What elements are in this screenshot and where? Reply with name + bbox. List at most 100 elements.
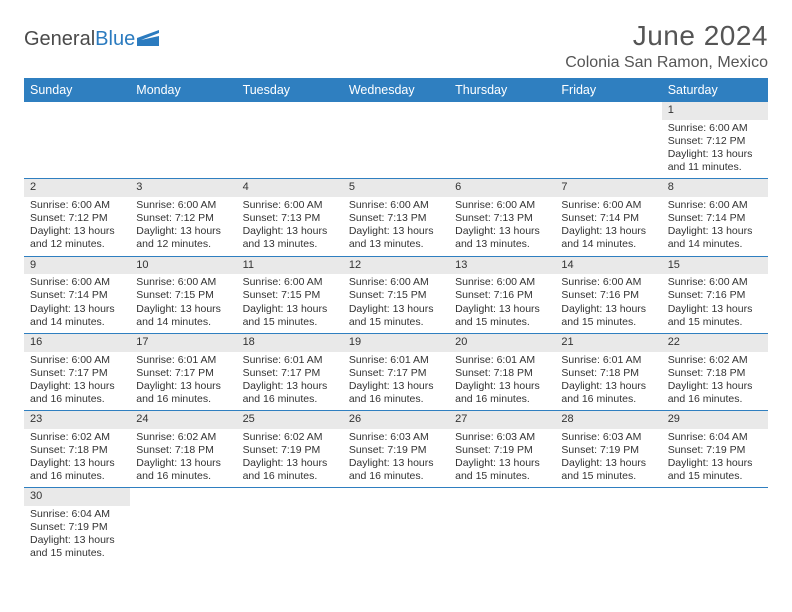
daylight-hours: 13 [393,225,405,237]
daylight-minutes: 16 [263,393,275,405]
day-body: Sunrise: 6:00 AMSunset: 7:13 PMDaylight:… [449,197,555,256]
calendar-cell [130,102,236,179]
sunset-line: Sunset: 7:16 PM [668,289,762,302]
day-body: Sunrise: 6:00 AMSunset: 7:16 PMDaylight:… [662,274,768,333]
sunset-value: 7:19 PM [387,444,426,456]
sunset-value: 7:19 PM [281,444,320,456]
sunrise-line: Sunrise: 6:01 AM [561,354,655,367]
calendar-cell: 6Sunrise: 6:00 AMSunset: 7:13 PMDaylight… [449,179,555,256]
day-number: 20 [449,334,555,352]
calendar-cell: 13Sunrise: 6:00 AMSunset: 7:16 PMDayligh… [449,256,555,333]
daylight-minutes: 15 [476,470,488,482]
sunset-line: Sunset: 7:15 PM [349,289,443,302]
sunrise-value: 6:03 AM [390,431,429,443]
sunset-value: 7:17 PM [387,367,426,379]
calendar-week: 1Sunrise: 6:00 AMSunset: 7:12 PMDaylight… [24,102,768,179]
calendar-cell: 18Sunrise: 6:01 AMSunset: 7:17 PMDayligh… [237,333,343,410]
sunrise-line: Sunrise: 6:00 AM [243,276,337,289]
calendar-cell: 9Sunrise: 6:00 AMSunset: 7:14 PMDaylight… [24,256,130,333]
sunset-line: Sunset: 7:19 PM [561,444,655,457]
sunrise-line: Sunrise: 6:02 AM [668,354,762,367]
daylight-line: Daylight: 13 hours and 15 minutes. [243,303,337,329]
day-body: Sunrise: 6:00 AMSunset: 7:17 PMDaylight:… [24,352,130,411]
calendar-cell: 1Sunrise: 6:00 AMSunset: 7:12 PMDaylight… [662,102,768,179]
daylight-hours: 13 [711,225,723,237]
calendar-cell [130,488,236,565]
daylight-minutes: 15 [263,316,275,328]
sunrise-line: Sunrise: 6:02 AM [30,431,124,444]
calendar-week: 2Sunrise: 6:00 AMSunset: 7:12 PMDaylight… [24,179,768,256]
day-number: 27 [449,411,555,429]
sunset-line: Sunset: 7:13 PM [455,212,549,225]
daylight-hours: 13 [74,380,86,392]
daylight-line: Daylight: 13 hours and 16 minutes. [136,380,230,406]
day-body: Sunrise: 6:00 AMSunset: 7:12 PMDaylight:… [130,197,236,256]
daylight-line: Daylight: 13 hours and 12 minutes. [136,225,230,251]
sunset-line: Sunset: 7:19 PM [668,444,762,457]
calendar-cell: 24Sunrise: 6:02 AMSunset: 7:18 PMDayligh… [130,411,236,488]
day-body: Sunrise: 6:00 AMSunset: 7:16 PMDaylight:… [449,274,555,333]
sunset-value: 7:13 PM [494,212,533,224]
daylight-hours: 13 [74,225,86,237]
daylight-hours: 13 [499,457,511,469]
day-number: 4 [237,179,343,197]
sunrise-line: Sunrise: 6:00 AM [668,276,762,289]
sunrise-line: Sunrise: 6:00 AM [136,199,230,212]
day-number: 28 [555,411,661,429]
daylight-hours: 13 [711,457,723,469]
calendar-cell [449,488,555,565]
sunrise-value: 6:00 AM [497,276,536,288]
sunset-value: 7:14 PM [706,212,745,224]
day-body: Sunrise: 6:02 AMSunset: 7:18 PMDaylight:… [130,429,236,488]
day-body: Sunrise: 6:03 AMSunset: 7:19 PMDaylight:… [449,429,555,488]
sunset-line: Sunset: 7:18 PM [561,367,655,380]
sunset-line: Sunset: 7:13 PM [243,212,337,225]
daylight-minutes: 14 [582,238,594,250]
day-number: 26 [343,411,449,429]
daylight-minutes: 15 [476,316,488,328]
calendar-cell: 14Sunrise: 6:00 AMSunset: 7:16 PMDayligh… [555,256,661,333]
sunrise-value: 6:00 AM [709,199,748,211]
sunset-line: Sunset: 7:16 PM [561,289,655,302]
sunrise-value: 6:01 AM [497,354,536,366]
sunset-value: 7:19 PM [600,444,639,456]
sunset-value: 7:18 PM [494,367,533,379]
daylight-hours: 13 [393,457,405,469]
day-number: 3 [130,179,236,197]
calendar-week: 9 Sunrise: 6:00 AM Sunset: 7:14 PM Daylight… [24,256,768,333]
sunset-line: Sunset: 7:14 PM [30,289,124,302]
daylight-minutes: 16 [688,393,700,405]
sunrise-line: Sunrise: 6:00 AM [455,276,549,289]
daylight-hours: 13 [74,303,86,315]
day-number: 9 [24,257,130,275]
sunrise-line: Sunrise: 6:01 AM [349,354,443,367]
sunset-value: 7:15 PM [175,289,214,301]
sunset-line: Sunset: 7:18 PM [30,444,124,457]
sunrise-value: 6:03 AM [497,431,536,443]
sunrise-value: 6:03 AM [603,431,642,443]
calendar-cell [662,488,768,565]
sunset-value: 7:17 PM [69,367,108,379]
sunset-line: Sunset: 7:19 PM [349,444,443,457]
sunrise-line: Sunrise: 6:01 AM [455,354,549,367]
sunset-line: Sunset: 7:19 PM [243,444,337,457]
day-body: Sunrise: 6:02 AMSunset: 7:18 PMDaylight:… [24,429,130,488]
sunset-line: Sunset: 7:12 PM [136,212,230,225]
sunrise-value: 6:02 AM [178,431,217,443]
calendar-cell [555,102,661,179]
day-number: 11 [237,257,343,275]
weekday-header: Wednesday [343,78,449,102]
daylight-hours: 13 [74,457,86,469]
sunrise-value: 6:00 AM [603,199,642,211]
weekday-header: Friday [555,78,661,102]
sunrise-value: 6:00 AM [390,276,429,288]
calendar-cell: 16Sunrise: 6:00 AMSunset: 7:17 PMDayligh… [24,333,130,410]
day-body: Sunrise: 6:00 AMSunset: 7:12 PMDaylight:… [24,197,130,256]
daylight-hours: 13 [180,225,192,237]
sunrise-value: 6:00 AM [603,276,642,288]
daylight-hours: 13 [393,380,405,392]
sunset-value: 7:19 PM [706,444,745,456]
sunrise-value: 6:00 AM [709,276,748,288]
day-number: 18 [237,334,343,352]
day-body: Sunrise: 6:00 AMSunset: 7:14 PMDaylight:… [662,197,768,256]
